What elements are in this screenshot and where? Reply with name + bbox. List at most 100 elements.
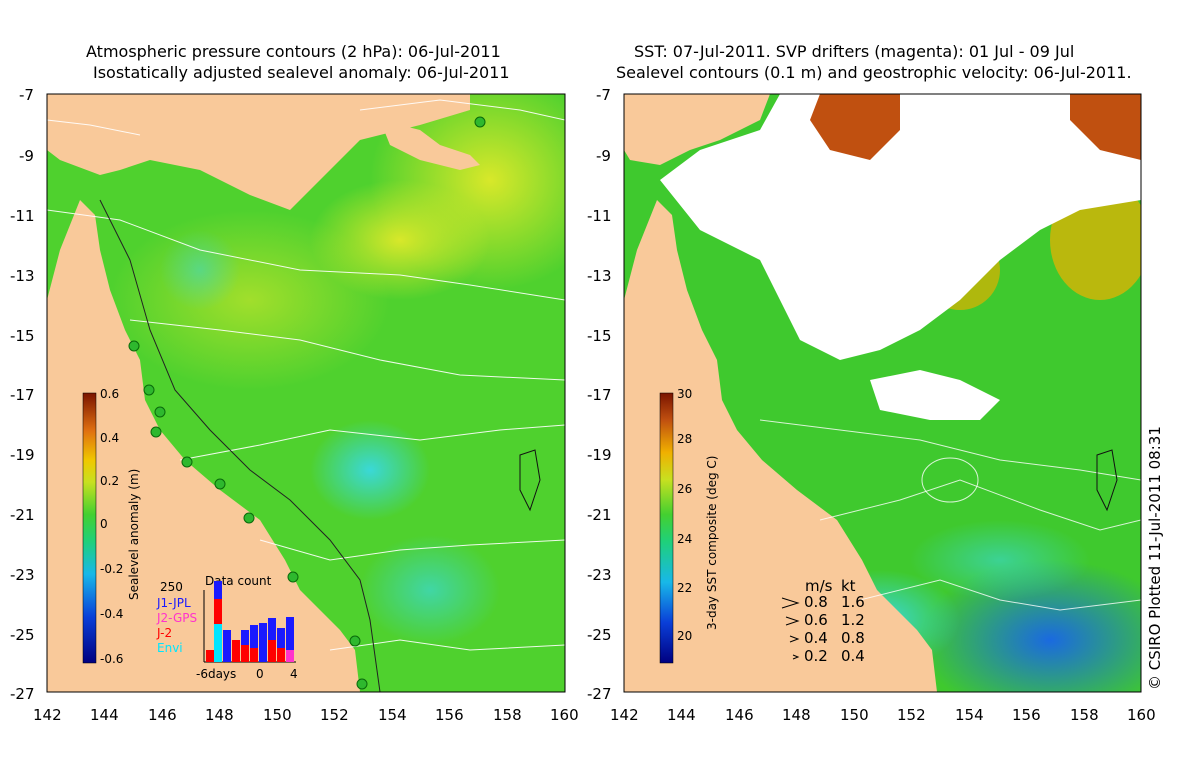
right-x-axis: 142 144 146 148 150 152 154 156 158 160 (610, 706, 1156, 724)
legend-envi: Envi (157, 641, 183, 655)
y-tick-label: -13 (10, 267, 35, 285)
y-tick-label: -27 (10, 685, 35, 703)
y-tick-label: -11 (587, 207, 612, 225)
right-map-warm-region (1070, 94, 1141, 160)
left-map-pressure-contour (329, 639, 565, 651)
data-count-max: 250 (160, 580, 183, 594)
data-count-bar (206, 650, 214, 662)
x-tick-label: 154 (955, 706, 984, 724)
tide-gauge-marker[interactable] (154, 406, 166, 418)
left-colorbar-tick: 0.4 (100, 431, 119, 445)
left-map-reef-contour (519, 449, 541, 512)
y-tick-label: -19 (10, 446, 35, 464)
tide-gauge-marker[interactable] (349, 635, 361, 647)
velocity-arrow-icon (781, 597, 800, 609)
y-tick-label: -15 (10, 327, 35, 345)
left-colorbar-tick: -0.2 (100, 562, 123, 576)
left-colorbar (82, 392, 97, 664)
left-map-frame (46, 93, 566, 693)
right-map-warm-region (810, 94, 900, 160)
left-colorbar-tick: 0.6 (100, 387, 119, 401)
y-tick-label: -9 (596, 147, 611, 165)
right-map-frame (623, 93, 1142, 693)
x-tick-label: 154 (378, 706, 407, 724)
left-map-land-newguinea (47, 94, 470, 210)
y-tick-label: -19 (587, 446, 612, 464)
x-tick-label: 158 (1070, 706, 1099, 724)
y-tick-label: -25 (587, 626, 612, 644)
x-tick-label: 144 (90, 706, 119, 724)
right-map-sealevel-contour (759, 419, 1141, 481)
y-tick-label: -13 (587, 267, 612, 285)
velocity-legend: m/s kt 0.8 1.6 0.6 1.2 0.4 0.8 0.2 0.4 (781, 577, 865, 665)
data-count-bar (214, 599, 222, 624)
y-tick-label: -11 (10, 207, 35, 225)
data-count-bar (241, 645, 249, 662)
right-colorbar (659, 392, 674, 664)
right-map-sealevel-contour (921, 457, 979, 503)
y-tick-label: -21 (587, 506, 612, 524)
tide-gauge-marker[interactable] (474, 116, 486, 128)
y-tick-label: -23 (10, 566, 35, 584)
velocity-legend-unit-ms: m/s (805, 577, 833, 595)
velocity-legend-kt: 0.8 (841, 629, 865, 647)
data-count-xlabel: 4 (290, 667, 298, 681)
x-tick-label: 150 (840, 706, 869, 724)
left-map-pressure-contour (47, 119, 141, 136)
left-colorbar-tick: 0 (100, 517, 108, 531)
left-map-pressure-contour (47, 209, 565, 301)
x-tick-label: 156 (435, 706, 464, 724)
x-tick-label: 148 (782, 706, 811, 724)
velocity-legend-unit-kt: kt (841, 577, 856, 595)
left-y-axis: -7 -9 -11 -13 -15 -17 -19 -21 -23 -25 -2… (10, 86, 35, 703)
right-colorbar-tick: 22 (677, 581, 692, 595)
x-tick-label: 158 (493, 706, 522, 724)
left-map-yellow-region (110, 210, 390, 390)
right-map-reef-contour (1096, 449, 1118, 512)
left-map-teal-region (310, 420, 430, 520)
left-map-pressure-contour (129, 319, 565, 381)
tide-gauge-marker[interactable] (287, 571, 299, 583)
left-map-pressure-contour (259, 539, 565, 561)
x-tick-label: 160 (1127, 706, 1156, 724)
velocity-arrow-icon (789, 635, 800, 643)
velocity-legend-ms: 0.6 (804, 611, 828, 629)
data-count-bar (259, 623, 267, 662)
legend-j1-jpl: J1-JPL (156, 596, 191, 610)
copyright-label: © CSIRO Plotted 11-Jul-2011 08:31 (1146, 426, 1164, 690)
data-count-bar (232, 640, 240, 662)
tide-gauge-marker[interactable] (356, 678, 368, 690)
right-map-sealevel-contour (819, 479, 1141, 531)
y-tick-label: -25 (10, 626, 35, 644)
x-tick-label: 146 (725, 706, 754, 724)
right-colorbar-ticks: 30 28 26 24 22 20 (677, 387, 692, 643)
left-map-shelf-contour (99, 199, 381, 692)
tide-gauge-marker[interactable] (150, 426, 162, 438)
velocity-legend-kt: 1.2 (841, 611, 865, 629)
y-tick-label: -21 (10, 506, 35, 524)
velocity-legend-kt: 0.4 (841, 647, 865, 665)
data-count-bars (206, 581, 294, 662)
data-count-bar (286, 617, 294, 662)
right-colorbar-tick: 28 (677, 432, 692, 446)
left-title-line2: Isostatically adjusted sealevel anomaly:… (93, 63, 510, 82)
left-map-teal-region (360, 535, 500, 645)
right-title-line2: Sealevel contours (0.1 m) and geostrophi… (616, 63, 1132, 82)
x-tick-label: 144 (667, 706, 696, 724)
left-colorbar-tick: -0.6 (100, 652, 123, 666)
tide-gauge-marker[interactable] (214, 478, 226, 490)
left-map-land-australia (47, 200, 360, 692)
right-y-axis: -7 -9 -11 -13 -15 -17 -19 -21 -23 -25 -2… (587, 86, 612, 703)
data-count-xlabel: 0 (256, 667, 264, 681)
data-count-inset: Data count 250 J1-JPL J2-GPS J-2 Envi (156, 574, 298, 681)
right-colorbar-tick: 30 (677, 387, 692, 401)
right-colorbar-tick: 20 (677, 629, 692, 643)
tide-gauge-marker[interactable] (243, 512, 255, 524)
y-tick-label: -7 (19, 86, 34, 104)
velocity-legend-kt: 1.6 (841, 593, 865, 611)
tide-gauge-marker[interactable] (128, 340, 140, 352)
x-tick-label: 148 (205, 706, 234, 724)
tide-gauge-marker[interactable] (143, 384, 155, 396)
tide-gauge-marker[interactable] (181, 456, 193, 468)
data-count-bar (250, 648, 258, 662)
